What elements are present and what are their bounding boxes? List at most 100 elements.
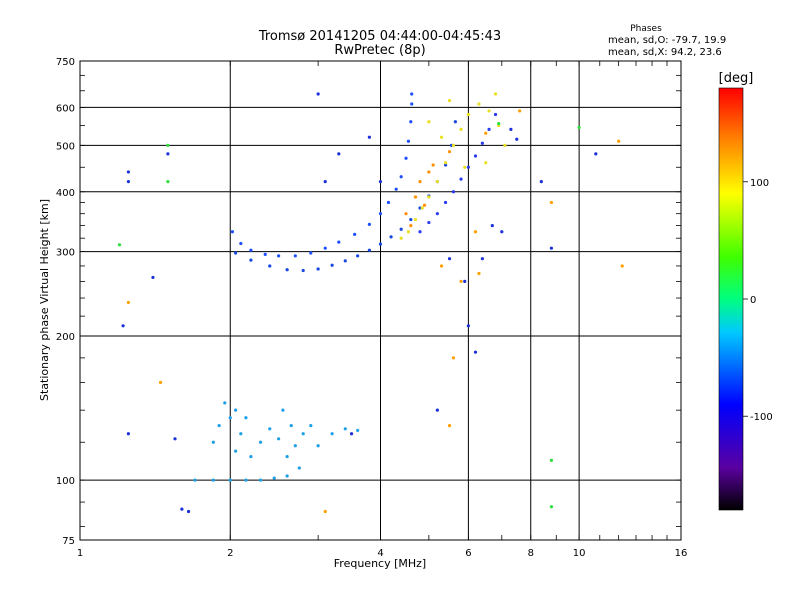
data-point bbox=[447, 98, 452, 103]
data-point bbox=[249, 454, 253, 459]
data-point bbox=[443, 200, 448, 205]
data-point bbox=[309, 251, 313, 255]
data-point bbox=[244, 478, 248, 482]
colorbar-tick-label: -100 bbox=[750, 412, 773, 423]
y-tick-label: 750 bbox=[56, 57, 75, 68]
data-point bbox=[268, 264, 272, 268]
data-point bbox=[343, 259, 347, 263]
data-point bbox=[549, 505, 554, 509]
data-point bbox=[431, 163, 435, 167]
data-point bbox=[404, 156, 408, 160]
data-point bbox=[353, 232, 357, 236]
data-point bbox=[378, 242, 383, 246]
data-point bbox=[239, 241, 243, 246]
y-tick-label: 500 bbox=[56, 141, 75, 152]
data-point bbox=[316, 444, 320, 448]
data-point bbox=[399, 227, 403, 231]
x-tick-label: 10 bbox=[573, 548, 586, 559]
data-point bbox=[223, 401, 227, 405]
x-tick-label: 4 bbox=[377, 548, 383, 559]
data-point bbox=[166, 143, 170, 147]
data-point bbox=[117, 243, 122, 247]
data-point bbox=[277, 437, 281, 441]
data-point bbox=[453, 120, 457, 124]
data-point bbox=[418, 180, 422, 184]
data-point bbox=[378, 180, 383, 184]
data-point bbox=[406, 230, 411, 234]
data-point bbox=[234, 449, 238, 453]
data-point bbox=[594, 152, 598, 156]
data-point bbox=[451, 143, 456, 147]
data-point bbox=[443, 163, 448, 167]
data-point bbox=[435, 212, 439, 216]
data-point bbox=[420, 206, 424, 210]
data-point bbox=[356, 254, 360, 258]
phase-stats-x: mean, sd,X: 94.2, 23.6 bbox=[608, 47, 722, 58]
y-tick-label: 200 bbox=[56, 332, 75, 343]
data-point bbox=[418, 230, 422, 234]
data-point bbox=[413, 217, 418, 222]
data-point bbox=[289, 423, 293, 428]
chart-subtitle: RwPretec (8p) bbox=[334, 43, 425, 58]
data-point bbox=[378, 212, 383, 216]
y-tick-label: 300 bbox=[56, 248, 75, 259]
data-point bbox=[330, 263, 334, 267]
data-point bbox=[323, 246, 327, 250]
data-point bbox=[285, 268, 289, 272]
data-point bbox=[343, 427, 347, 431]
data-point bbox=[409, 223, 413, 228]
data-point bbox=[367, 135, 371, 139]
data-point bbox=[473, 154, 478, 158]
data-point bbox=[577, 125, 581, 130]
data-point bbox=[620, 264, 624, 268]
data-point bbox=[409, 120, 413, 124]
data-point bbox=[389, 235, 393, 239]
x-tick-label: 1 bbox=[77, 548, 83, 559]
data-point bbox=[427, 120, 431, 124]
data-point bbox=[463, 165, 467, 169]
data-point bbox=[549, 246, 554, 250]
data-point bbox=[217, 423, 221, 428]
data-point bbox=[166, 180, 170, 184]
data-point bbox=[293, 254, 297, 258]
data-point bbox=[323, 509, 327, 514]
data-point bbox=[459, 177, 463, 181]
data-point bbox=[244, 416, 248, 420]
data-point bbox=[435, 408, 439, 412]
data-point bbox=[439, 135, 444, 139]
data-point bbox=[309, 423, 313, 428]
data-point bbox=[493, 92, 498, 96]
data-point bbox=[509, 127, 513, 131]
data-point bbox=[337, 240, 341, 244]
data-point bbox=[473, 230, 478, 234]
data-point bbox=[487, 109, 491, 113]
data-point bbox=[490, 223, 494, 228]
data-point bbox=[518, 109, 522, 113]
data-point bbox=[549, 458, 554, 462]
data-point bbox=[249, 258, 253, 262]
data-point bbox=[459, 127, 463, 131]
data-point bbox=[330, 432, 334, 436]
data-point bbox=[301, 432, 305, 436]
data-point bbox=[281, 408, 285, 412]
x-tick-label: 16 bbox=[675, 548, 688, 559]
data-point bbox=[258, 440, 263, 444]
data-point bbox=[427, 195, 431, 199]
data-point bbox=[228, 416, 232, 420]
data-point bbox=[126, 432, 130, 436]
data-point bbox=[394, 187, 398, 191]
data-point bbox=[466, 112, 470, 117]
data-point bbox=[249, 248, 253, 252]
data-point bbox=[466, 324, 470, 328]
data-point bbox=[272, 476, 276, 480]
data-point bbox=[349, 432, 354, 436]
chart-title: Tromsø 20141205 04:44:00-04:45:43 bbox=[258, 29, 501, 44]
data-point bbox=[293, 444, 297, 448]
data-point bbox=[413, 195, 418, 199]
data-point bbox=[126, 170, 130, 174]
data-point bbox=[539, 180, 543, 184]
data-point bbox=[404, 212, 408, 216]
data-point bbox=[477, 271, 481, 276]
data-point bbox=[173, 437, 177, 441]
data-point bbox=[399, 175, 403, 179]
